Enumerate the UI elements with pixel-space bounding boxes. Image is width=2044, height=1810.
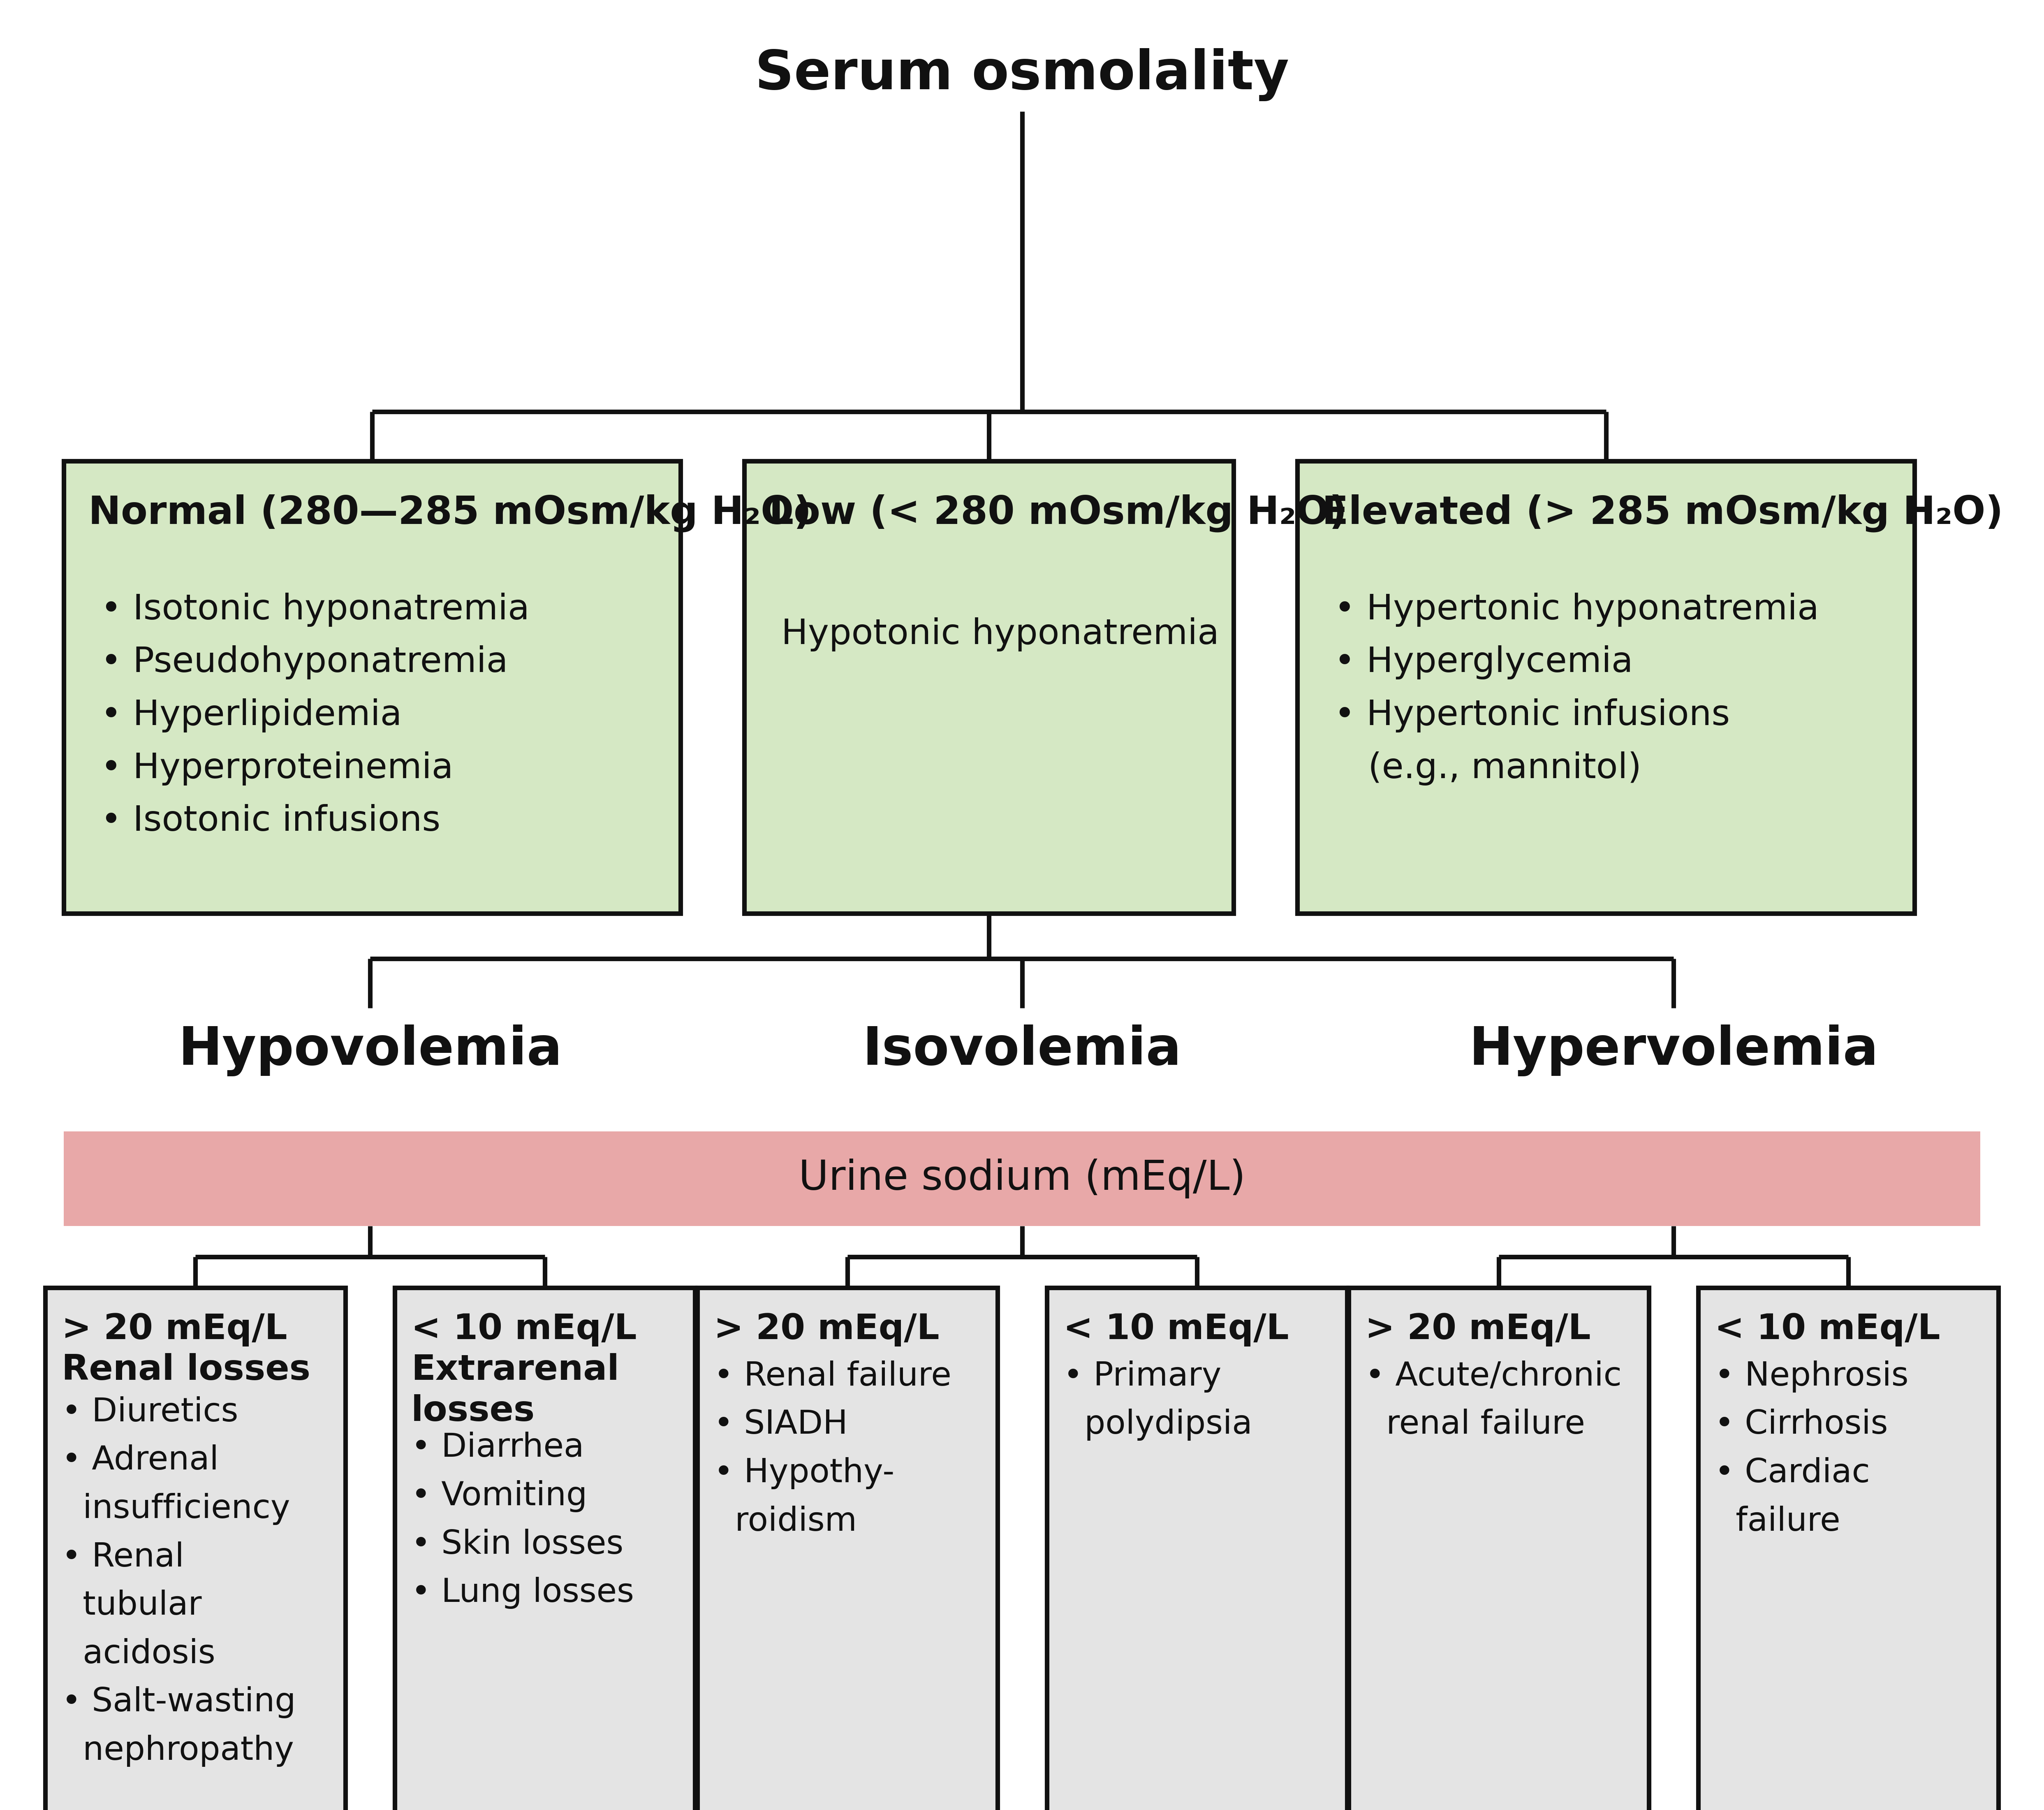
Text: < 10 mEq/L
Extrarenal
losses: < 10 mEq/L Extrarenal losses [411,1312,638,1428]
Text: • Isotonic hyponatremia
• Pseudohyponatremia
• Hyperlipidemia
• Hyperproteinemia: • Isotonic hyponatremia • Pseudohyponatr… [100,592,529,838]
Text: Serum osmolality: Serum osmolality [754,47,1290,101]
Text: Low (< 280 mOsm/kg H₂O): Low (< 280 mOsm/kg H₂O) [769,494,1347,532]
FancyBboxPatch shape [697,1287,997,1810]
Text: Hypovolemia: Hypovolemia [178,1024,562,1077]
FancyBboxPatch shape [45,1287,345,1810]
FancyBboxPatch shape [63,462,681,914]
Text: • Acute/chronic
  renal failure: • Acute/chronic renal failure [1365,1361,1621,1441]
FancyBboxPatch shape [744,462,1235,914]
Text: Hypervolemia: Hypervolemia [1470,1024,1878,1077]
Text: • Diuretics
• Adrenal
  insufficiency
• Renal
  tubular
  acidosis
• Salt-wastin: • Diuretics • Adrenal insufficiency • Re… [61,1396,296,1767]
FancyBboxPatch shape [63,1131,1981,1225]
Text: < 10 mEq/L: < 10 mEq/L [1063,1312,1288,1347]
FancyBboxPatch shape [1047,1287,1347,1810]
Text: Urine sodium (mEq/L): Urine sodium (mEq/L) [799,1158,1245,1198]
Text: > 20 mEq/L
Renal losses: > 20 mEq/L Renal losses [61,1312,311,1386]
Text: • Hypertonic hyponatremia
• Hyperglycemia
• Hypertonic infusions
   (e.g., manni: • Hypertonic hyponatremia • Hyperglycemi… [1335,592,1819,786]
Text: • Nephrosis
• Cirrhosis
• Cardiac
  failure: • Nephrosis • Cirrhosis • Cardiac failur… [1715,1361,1909,1538]
Text: > 20 mEq/L: > 20 mEq/L [713,1312,938,1347]
FancyBboxPatch shape [1298,462,1915,914]
Text: • Diarrhea
• Vomiting
• Skin losses
• Lung losses: • Diarrhea • Vomiting • Skin losses • Lu… [411,1432,634,1609]
Text: Isovolemia: Isovolemia [863,1024,1181,1075]
Text: • Primary
  polydipsia: • Primary polydipsia [1063,1361,1253,1441]
FancyBboxPatch shape [394,1287,695,1810]
Text: Hypotonic hyponatremia: Hypotonic hyponatremia [781,617,1218,652]
FancyBboxPatch shape [1699,1287,1999,1810]
Text: Elevated (> 285 mOsm/kg H₂O): Elevated (> 285 mOsm/kg H₂O) [1322,494,2003,532]
FancyBboxPatch shape [1349,1287,1650,1810]
Text: Normal (280—285 mOsm/kg H₂O): Normal (280—285 mOsm/kg H₂O) [88,494,811,532]
Text: < 10 mEq/L: < 10 mEq/L [1715,1312,1940,1347]
Text: > 20 mEq/L: > 20 mEq/L [1365,1312,1590,1347]
Text: • Renal failure
• SIADH
• Hypothy-
  roidism: • Renal failure • SIADH • Hypothy- roidi… [713,1361,950,1538]
